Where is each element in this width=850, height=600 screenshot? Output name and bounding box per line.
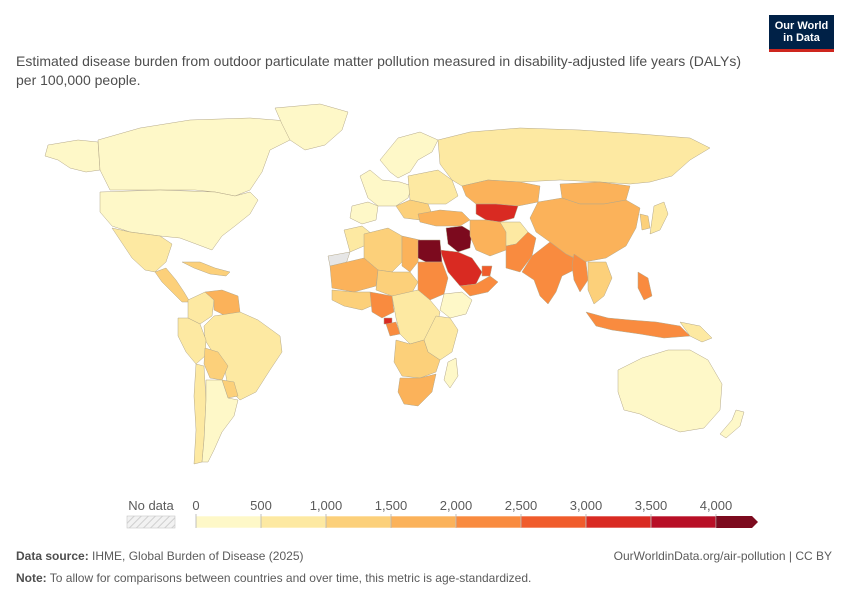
legend-tick-label: 1,500: [375, 498, 408, 513]
legend-bin[interactable]: [390, 515, 457, 529]
map-region-southern-africa[interactable]: [393, 339, 441, 379]
logo-line-2: in Data: [783, 32, 820, 44]
map-region-madagascar[interactable]: [443, 357, 459, 389]
legend-bin[interactable]: [650, 515, 717, 529]
legend-bin-last[interactable]: [716, 516, 758, 528]
map-region-philippines[interactable]: [637, 271, 653, 301]
legend-tick-labels: 0 500 1,000 1,500 2,000 2,500 3,000 3,500 4,000: [192, 498, 732, 528]
legend-no-data-swatch: [126, 515, 176, 529]
map-region-ethiopia[interactable]: [439, 291, 473, 319]
map-region-greenland[interactable]: [274, 103, 349, 151]
chart-title: Estimated disease burden from outdoor pa…: [16, 53, 741, 88]
map-region-india[interactable]: [521, 241, 579, 305]
map-region-nigeria[interactable]: [369, 291, 395, 319]
data-source-label: Data source:: [16, 549, 89, 563]
map-region-caribbean[interactable]: [181, 261, 231, 277]
legend-bin[interactable]: [325, 515, 392, 529]
note: Note: To allow for comparisons between c…: [16, 571, 531, 585]
legend-bin[interactable]: [455, 515, 522, 529]
map-region-mauritania-mali[interactable]: [329, 257, 379, 293]
legend-bin[interactable]: [260, 515, 327, 529]
world-map-svg: [44, 103, 745, 465]
map-region-united-states[interactable]: [99, 189, 259, 251]
color-legend: No data 0 500 1,000 1,500 2,000 2,500 3,000 3,5…: [0, 494, 850, 534]
legend-bin[interactable]: [520, 515, 587, 529]
legend-tick-label: 2,000: [440, 498, 473, 513]
map-region-canada[interactable]: [97, 117, 301, 197]
map-region-peru[interactable]: [177, 317, 207, 365]
map-region-pakistan[interactable]: [505, 231, 537, 273]
map-region-kazakhstan[interactable]: [461, 179, 541, 207]
map-region-scandinavia[interactable]: [379, 131, 439, 179]
map-region-yemen-oman[interactable]: [459, 275, 499, 297]
map-region-new-zealand[interactable]: [719, 409, 745, 439]
legend-svg: No data 0 500 1,000 1,500 2,000 2,500 3,000 3,5…: [126, 498, 758, 529]
logo-line-1: Our World: [774, 20, 829, 32]
map-region-turkmenistan-uzbekistan[interactable]: [475, 203, 519, 223]
map-region-south-africa[interactable]: [397, 373, 437, 407]
legend-no-data-label: No data: [128, 498, 174, 513]
map-region-libya[interactable]: [401, 235, 421, 273]
map-region-western-europe[interactable]: [359, 169, 413, 207]
map-region-australia[interactable]: [617, 349, 723, 433]
legend-tick-label: 2,500: [505, 498, 538, 513]
note-label: Note:: [16, 571, 47, 585]
world-map: [0, 100, 850, 500]
map-region-papua-new-guinea[interactable]: [679, 321, 713, 343]
map-region-china[interactable]: [529, 197, 641, 263]
map-region-brazil[interactable]: [203, 311, 283, 401]
map-region-alaska[interactable]: [44, 139, 101, 173]
legend-bin[interactable]: [195, 515, 262, 529]
legend-tick-label: 4,000: [700, 498, 733, 513]
map-region-japan[interactable]: [649, 201, 669, 235]
owid-logo[interactable]: Our World in Data: [769, 15, 834, 52]
map-region-mexico[interactable]: [111, 227, 173, 273]
map-region-west-africa[interactable]: [331, 289, 377, 311]
data-source: Data source: IHME, Global Burden of Dise…: [16, 549, 303, 563]
legend-tick-label: 0: [192, 498, 199, 513]
legend-bin[interactable]: [585, 515, 652, 529]
data-source-text[interactable]: IHME, Global Burden of Disease (2025): [92, 549, 304, 563]
map-region-niger-chad[interactable]: [375, 269, 419, 297]
map-region-indonesia[interactable]: [585, 311, 691, 339]
map-region-southeast-asia[interactable]: [587, 261, 613, 305]
map-region-iberia[interactable]: [349, 201, 379, 225]
note-text: To allow for comparisons between countri…: [49, 571, 532, 585]
map-region-iraq[interactable]: [445, 225, 473, 253]
map-region-saudi-arabia[interactable]: [439, 249, 483, 287]
legend-tick-label: 500: [250, 498, 272, 513]
map-region-turkey[interactable]: [417, 209, 471, 227]
map-region-argentina[interactable]: [201, 379, 239, 463]
map-region-russia[interactable]: [437, 127, 711, 187]
legend-tick-label: 3,500: [635, 498, 668, 513]
legend-bins: [195, 515, 758, 529]
legend-tick-label: 3,000: [570, 498, 603, 513]
map-region-myanmar[interactable]: [571, 253, 589, 293]
source-url[interactable]: OurWorldinData.org/air-pollution | CC BY: [613, 549, 832, 563]
map-region-central-america[interactable]: [154, 267, 191, 303]
map-region-uae-qatar[interactable]: [481, 265, 493, 277]
legend-tick-label: 1,000: [310, 498, 343, 513]
map-region-korea[interactable]: [639, 213, 651, 231]
map-region-egypt[interactable]: [417, 239, 443, 263]
